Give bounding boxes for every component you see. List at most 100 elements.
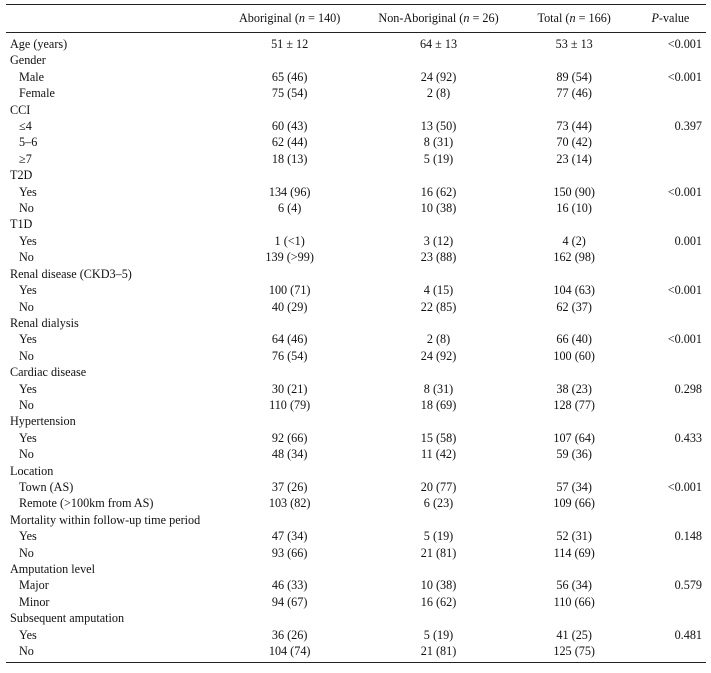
aboriginal-value	[216, 512, 364, 528]
aboriginal-value: 75 (54)	[271, 86, 308, 101]
header-cell-p-value: P-value	[634, 4, 706, 33]
non-aboriginal-value	[363, 52, 513, 68]
total-value: 66 (40)	[556, 332, 592, 347]
non-aboriginal-value: 5 (19)	[423, 529, 454, 544]
p-value	[635, 151, 706, 167]
non-aboriginal-value	[363, 102, 513, 118]
aboriginal-value: 60 (43)	[271, 119, 308, 134]
aboriginal-value: 76 (54)	[271, 348, 308, 363]
total-value: 125 (75)	[513, 643, 635, 664]
aboriginal-value: 92 (66)	[271, 430, 308, 445]
aboriginal-value: 62 (44)	[271, 135, 308, 150]
table-row: No 93 (66) 21 (81) 114 (69)	[6, 545, 706, 561]
aboriginal-value: 30 (21)	[271, 381, 308, 396]
row-label: Yes	[19, 627, 37, 642]
aboriginal-value: 36 (26)	[271, 627, 308, 642]
total-value: 59 (36)	[556, 447, 592, 462]
total-value: 57 (34)	[556, 479, 592, 494]
total-value	[514, 315, 635, 331]
row-label: Yes	[19, 283, 37, 298]
row-label: Yes	[19, 529, 37, 544]
total-value	[514, 610, 635, 626]
non-aboriginal-value: 8 (31)	[423, 135, 454, 150]
p-value	[635, 348, 706, 364]
total-value: 23 (14)	[556, 151, 592, 166]
total-value: 52 (31)	[556, 529, 592, 544]
table-row: Remote (>100km from AS) 103 (82) 6 (23) 109…	[6, 495, 706, 511]
table-row: ≤4 60 (43) 13 (50) 73 (44) 0.397	[6, 118, 706, 134]
p-value	[635, 52, 706, 68]
aboriginal-value: 6 (4)	[277, 201, 302, 216]
table-row: Yes 100 (71) 4 (15) 104 (63) <0.001	[6, 282, 706, 298]
row-label: Female	[19, 86, 55, 101]
p-value	[635, 495, 706, 511]
non-aboriginal-value: 16 (62)	[420, 594, 457, 609]
row-label: Mortality within follow-up time period	[10, 512, 201, 527]
row-label: No	[19, 447, 34, 462]
p-value: <0.001	[667, 37, 702, 51]
table-row: Female 75 (54) 2 (8) 77 (46)	[6, 85, 706, 101]
total-value: 73 (44)	[556, 119, 592, 134]
non-aboriginal-value: 21 (81)	[363, 643, 514, 664]
table-row: Yes 1 (<1) 3 (12) 4 (2) 0.001	[6, 233, 706, 249]
row-label: Minor	[19, 594, 50, 609]
table-row: 5–6 62 (44) 8 (31) 70 (42)	[6, 134, 706, 150]
non-aboriginal-value: 21 (81)	[420, 545, 457, 560]
non-aboriginal-value: 24 (92)	[420, 348, 457, 363]
non-aboriginal-value	[363, 610, 513, 626]
row-label: Yes	[19, 332, 37, 347]
row-label: Yes	[19, 430, 37, 445]
row-label: Cardiac disease	[10, 365, 87, 380]
table-group-row: Mortality within follow-up time period	[6, 512, 706, 528]
table-group-row: T1D	[6, 216, 706, 232]
aboriginal-value: 93 (66)	[271, 545, 308, 560]
p-value: 0.397	[674, 119, 702, 134]
p-value: 0.579	[674, 578, 702, 593]
p-value	[635, 463, 706, 479]
aboriginal-value: 103 (82)	[268, 496, 311, 511]
row-label: No	[19, 201, 34, 216]
table-group-row: Hypertension	[6, 413, 706, 429]
table-group-row: Location	[6, 463, 706, 479]
total-value: 104 (63)	[553, 283, 595, 298]
header-cell-total: Total (n = 166)	[513, 4, 635, 33]
total-value: 41 (25)	[556, 627, 592, 642]
table-row: Yes 134 (96) 16 (62) 150 (90) <0.001	[6, 184, 706, 200]
non-aboriginal-value	[363, 413, 513, 429]
aboriginal-value: 47 (34)	[271, 529, 308, 544]
total-value	[514, 102, 635, 118]
row-label: ≤4	[19, 119, 32, 134]
p-value: 0.298	[674, 381, 702, 396]
total-value: 114 (69)	[553, 545, 595, 560]
aboriginal-value	[216, 413, 364, 429]
total-value: 70 (42)	[556, 135, 592, 150]
p-value	[635, 364, 706, 380]
table-group-row: Subsequent amputation	[6, 610, 706, 626]
aboriginal-value	[216, 266, 364, 282]
non-aboriginal-value: 3 (12)	[423, 233, 454, 248]
table-header: Aboriginal (n = 140) Non-Aboriginal (n =…	[6, 4, 706, 33]
table-row: Male 65 (46) 24 (92) 89 (54) <0.001	[6, 69, 706, 85]
total-value	[514, 463, 635, 479]
row-label: No	[6, 643, 216, 664]
characteristics-table: Aboriginal (n = 140) Non-Aboriginal (n =…	[6, 4, 706, 664]
non-aboriginal-value	[363, 315, 513, 331]
non-aboriginal-value: 6 (23)	[423, 496, 454, 511]
table-group-row: Renal disease (CKD3–5)	[6, 266, 706, 282]
row-label: No	[19, 348, 34, 363]
table-group-row: Cardiac disease	[6, 364, 706, 380]
non-aboriginal-value	[363, 364, 513, 380]
total-value: 110 (66)	[553, 594, 595, 609]
total-value: 109 (66)	[553, 496, 595, 511]
aboriginal-value: 110 (79)	[269, 397, 311, 412]
non-aboriginal-value: 24 (92)	[420, 69, 457, 84]
row-label: Renal dialysis	[10, 315, 79, 330]
non-aboriginal-value: 23 (88)	[420, 250, 457, 265]
non-aboriginal-value: 11 (42)	[420, 447, 457, 462]
table-row: No 6 (4) 10 (38) 16 (10)	[6, 200, 706, 216]
table-row: Yes 36 (26) 5 (19) 41 (25) 0.481	[6, 627, 706, 643]
p-value: <0.001	[667, 184, 702, 199]
p-value: 0.481	[674, 627, 702, 642]
aboriginal-value	[216, 315, 364, 331]
